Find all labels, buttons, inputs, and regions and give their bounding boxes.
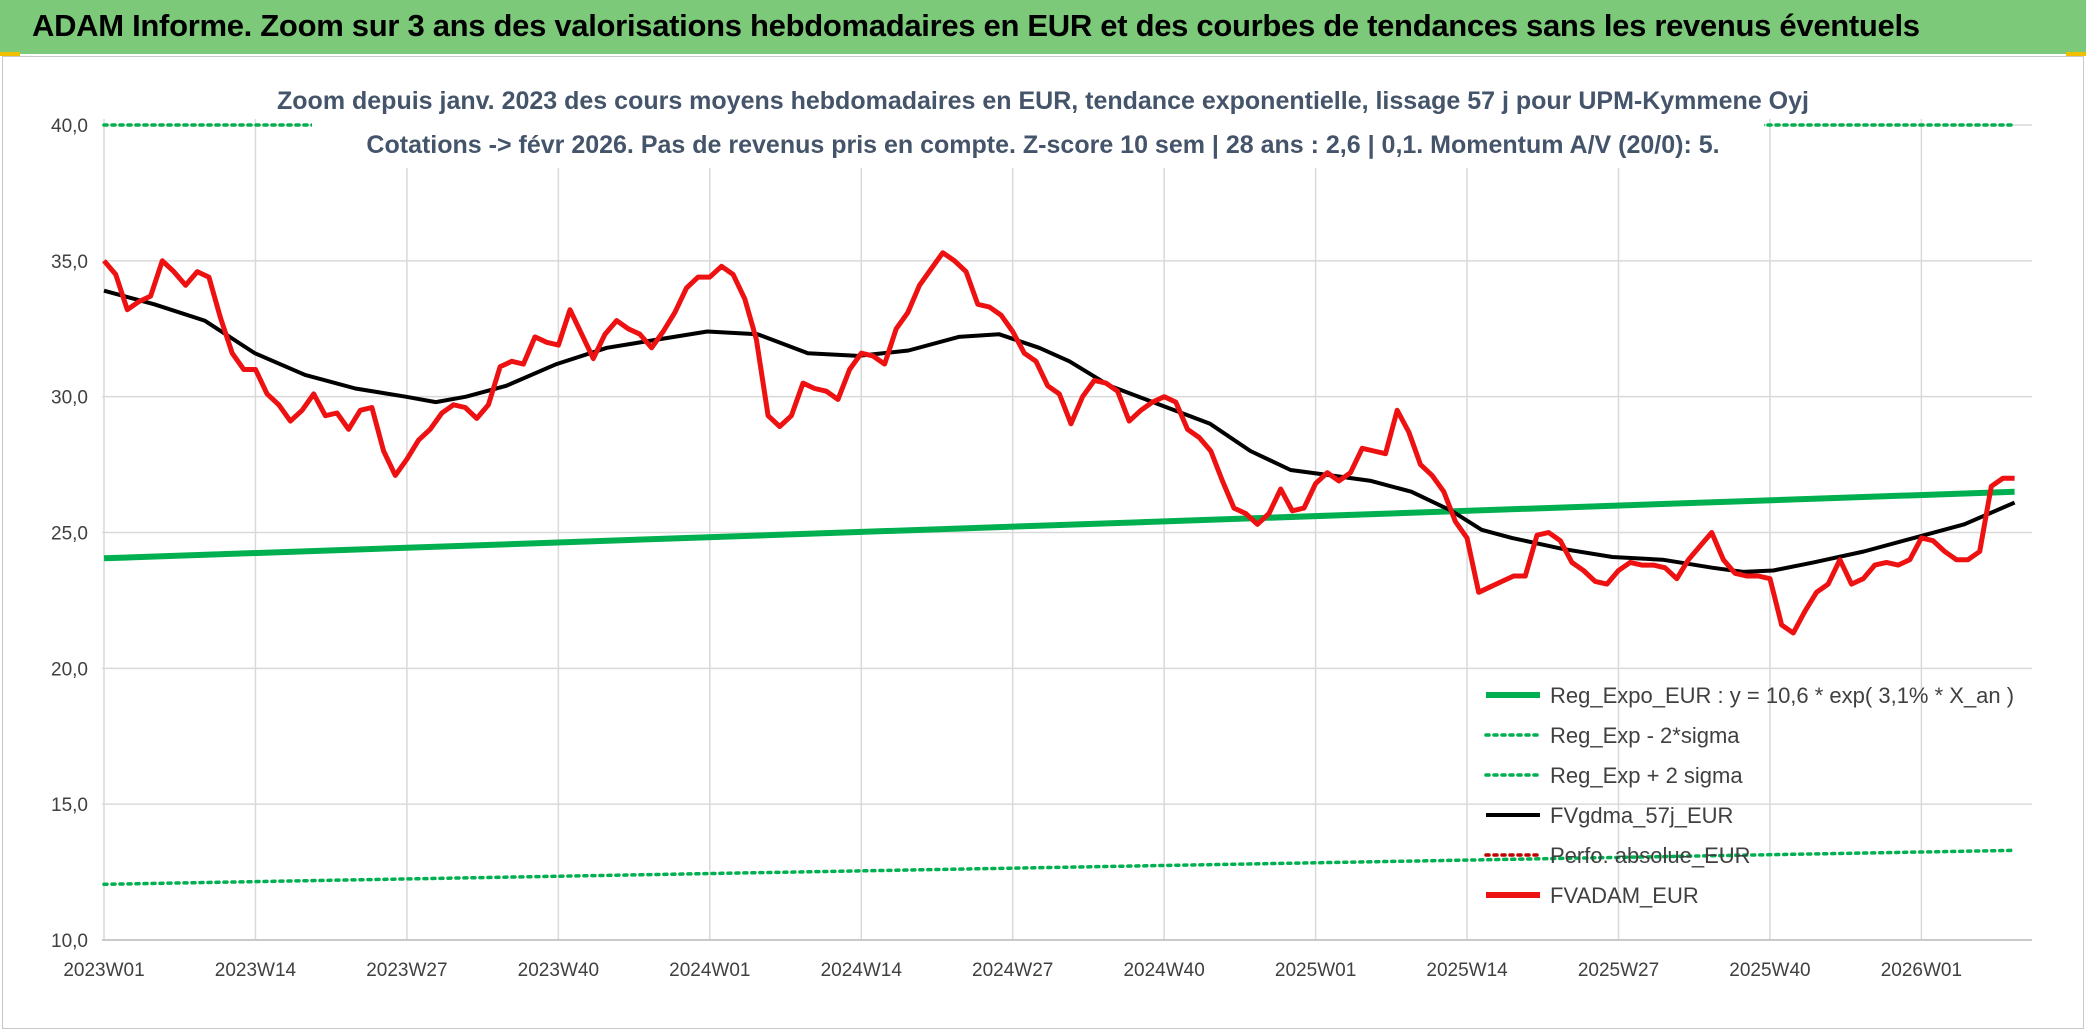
legend-label: FVgdma_57j_EUR	[1550, 803, 1733, 828]
y-tick-label: 40,0	[51, 116, 88, 137]
chart-legend: Reg_Expo_EUR : y = 10,6 * exp( 3,1% * X_…	[1484, 683, 2014, 908]
x-tick-label: 2025W40	[1729, 960, 1810, 981]
axis-layer: 10,0 15,0 20,0 25,0 30,0 35,0 40,0 2023W01 2023W…	[51, 116, 2032, 981]
x-tick-label: 2024W01	[669, 960, 750, 981]
legend-label: Perfo. absolue_EUR	[1550, 843, 1751, 868]
x-tick-label: 2023W27	[366, 960, 447, 981]
banner-accent-left	[0, 52, 20, 56]
x-tick-label: 2025W27	[1578, 960, 1659, 981]
x-tick-label: 2024W27	[972, 960, 1053, 981]
x-tick-label: 2025W01	[1275, 960, 1356, 981]
x-tick-label: 2026W01	[1881, 960, 1962, 981]
banner-accent-right	[2066, 52, 2086, 56]
series-fvadam-eur	[102, 250, 2015, 636]
y-tick-label: 25,0	[51, 524, 88, 545]
x-tick-label: 2024W14	[821, 960, 903, 981]
x-tick-label: 2023W14	[215, 960, 297, 981]
legend-label: Reg_Exp + 2 sigma	[1550, 763, 1743, 788]
x-tick-label: 2023W40	[518, 960, 599, 981]
x-tick-label: 2025W14	[1426, 960, 1508, 981]
y-tick-label: 20,0	[51, 659, 88, 680]
legend-label: Reg_Exp - 2*sigma	[1550, 723, 1740, 748]
chart-title-background	[312, 82, 1764, 168]
y-tick-label: 35,0	[51, 252, 88, 273]
x-tick-label: 2023W01	[63, 960, 144, 981]
series-reg-expo-eur	[103, 488, 2015, 562]
grid-layer	[102, 119, 2032, 941]
y-tick-label: 10,0	[51, 931, 88, 952]
x-tick-label: 2024W40	[1123, 960, 1204, 981]
report-title: ADAM Informe. Zoom sur 3 ans des valoris…	[32, 8, 1920, 43]
chart-title-line-1: Zoom depuis janv. 2023 des cours moyens …	[277, 87, 1809, 115]
series-reg-exp-minus-2-sigma	[102, 848, 2017, 887]
y-tick-label: 30,0	[51, 388, 88, 409]
report-banner: ADAM Informe. Zoom sur 3 ans des valoris…	[0, 0, 2086, 54]
legend-label: Reg_Expo_EUR : y = 10,6 * exp( 3,1% * X_…	[1550, 683, 2014, 708]
series-fvgdma-57j-eur	[103, 288, 2016, 574]
legend-label: FVADAM_EUR	[1550, 883, 1699, 908]
y-tick-label: 15,0	[51, 795, 88, 816]
chart-title-line-2: Cotations -> févr 2026. Pas de revenus p…	[366, 131, 1719, 159]
